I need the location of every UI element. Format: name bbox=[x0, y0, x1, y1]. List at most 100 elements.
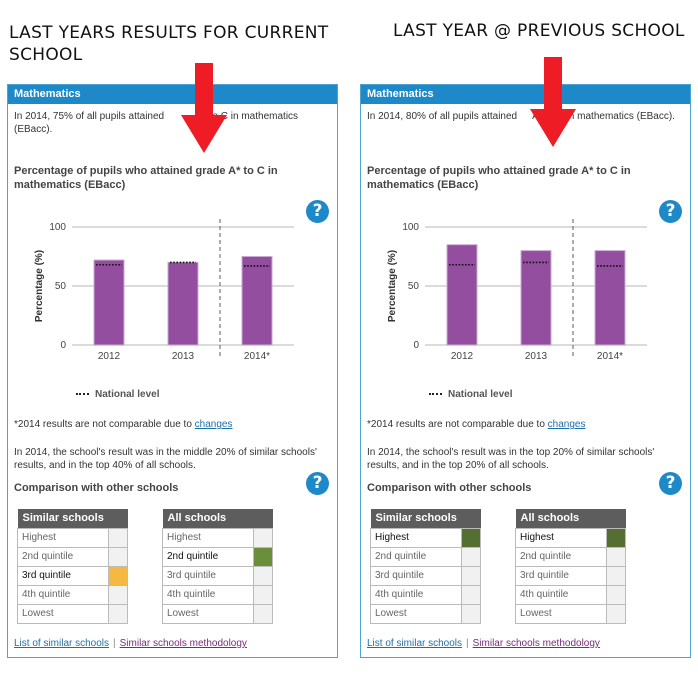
quintile-row: 2nd quintile bbox=[16, 546, 128, 567]
chart-title: Percentage of pupils who attained grade … bbox=[14, 165, 278, 191]
quintile-row: 4th quintile bbox=[161, 584, 273, 605]
footer-separator: | bbox=[466, 638, 469, 649]
quintile-row: 3rd quintile bbox=[161, 565, 273, 586]
help-icon[interactable]: ? bbox=[306, 472, 329, 495]
methodology-link[interactable]: Similar schools methodology bbox=[119, 638, 247, 649]
help-icon[interactable]: ? bbox=[659, 472, 682, 495]
quintile-indicator bbox=[108, 527, 128, 548]
x-tick-label: 2014* bbox=[597, 351, 623, 362]
footer-links: List of similar schools | Similar schools … bbox=[14, 638, 247, 649]
all-schools-header: All schools bbox=[162, 509, 273, 528]
result-summary: In 2014, the school's result was in the … bbox=[367, 447, 655, 471]
similar-schools-header: Similar schools bbox=[17, 509, 128, 528]
footer-separator: | bbox=[113, 638, 116, 649]
quintile-indicator bbox=[461, 603, 481, 624]
quintile-row: Highest bbox=[16, 527, 128, 548]
x-tick-label: 2014* bbox=[244, 351, 270, 362]
quintile-row: 2nd quintile bbox=[369, 546, 481, 567]
similar-schools-table: Similar schools Highest 2nd quintile 3rd q… bbox=[16, 509, 128, 624]
quintile-label: 2nd quintile bbox=[161, 546, 255, 567]
red-arrow-icon bbox=[181, 63, 227, 153]
intro-text: In 2014, 80% of all pupils attained A* t… bbox=[367, 110, 685, 123]
national-level-swatch bbox=[76, 393, 89, 396]
legend: National level bbox=[76, 389, 159, 400]
comparability-note: *2014 results are not comparable due to … bbox=[14, 419, 232, 430]
y-tick-label: 50 bbox=[408, 281, 420, 292]
comparison-title: Comparison with other schools bbox=[14, 482, 179, 494]
bar bbox=[241, 256, 273, 346]
changes-link[interactable]: changes bbox=[194, 419, 233, 430]
changes-link[interactable]: changes bbox=[547, 419, 586, 430]
quintile-row: Lowest bbox=[16, 603, 128, 624]
legend-label: National level bbox=[448, 389, 513, 400]
quintile-row: 2nd quintile bbox=[514, 546, 626, 567]
quintile-label: Highest bbox=[16, 527, 110, 548]
intro-text-b: A* to C in mathematics (EBacc). bbox=[532, 111, 675, 122]
quintile-row: 2nd quintile bbox=[161, 546, 273, 567]
footer-links: List of similar schools | Similar schools … bbox=[367, 638, 600, 649]
quintile-label: 4th quintile bbox=[514, 584, 608, 605]
quintile-indicator bbox=[108, 565, 128, 586]
intro-text-a: In 2014, 75% of all pupils attained bbox=[14, 111, 165, 122]
mathematics-panel-current: Mathematics In 2014, 75% of all pupils a… bbox=[7, 84, 338, 658]
quintile-indicator bbox=[253, 546, 273, 567]
all-schools-table: All schools Highest 2nd quintile 3rd quint… bbox=[514, 509, 626, 624]
note-text: *2014 results are not comparable due to bbox=[367, 419, 548, 430]
quintile-label: 3rd quintile bbox=[161, 565, 255, 586]
x-tick-label: 2012 bbox=[451, 351, 474, 362]
quintile-row: Highest bbox=[161, 527, 273, 548]
quintile-indicator bbox=[606, 527, 626, 548]
mathematics-panel-previous: Mathematics In 2014, 80% of all pupils a… bbox=[360, 84, 691, 658]
quintile-indicator bbox=[606, 603, 626, 624]
x-tick-label: 2013 bbox=[525, 351, 548, 362]
legend-label: National level bbox=[95, 389, 160, 400]
quintile-row: 4th quintile bbox=[369, 584, 481, 605]
quintile-row: 3rd quintile bbox=[369, 565, 481, 586]
quintile-row: 3rd quintile bbox=[16, 565, 128, 586]
heading-previous-school: LAST YEAR @ PREVIOUS SCHOOL bbox=[393, 21, 685, 41]
quintile-label: 2nd quintile bbox=[514, 546, 608, 567]
quintile-label: 4th quintile bbox=[369, 584, 463, 605]
list-similar-schools-link[interactable]: List of similar schools bbox=[367, 638, 463, 649]
quintile-indicator bbox=[108, 584, 128, 605]
bar bbox=[167, 261, 199, 346]
quintile-indicator bbox=[461, 565, 481, 586]
comparison-title: Comparison with other schools bbox=[367, 482, 532, 494]
intro-text-b: to C in mathematics (EBacc). bbox=[14, 111, 299, 135]
quintile-label: Lowest bbox=[369, 603, 463, 624]
y-axis-label: Percentage (%) bbox=[387, 250, 398, 322]
quintile-indicator bbox=[461, 546, 481, 567]
y-axis-label: Percentage (%) bbox=[34, 250, 45, 322]
quintile-indicator bbox=[461, 527, 481, 548]
quintile-indicator bbox=[606, 546, 626, 567]
quintile-label: 2nd quintile bbox=[16, 546, 110, 567]
quintile-indicator bbox=[253, 527, 273, 548]
x-tick-label: 2012 bbox=[98, 351, 121, 362]
quintile-indicator bbox=[108, 546, 128, 567]
bar bbox=[594, 250, 626, 346]
quintile-label: 3rd quintile bbox=[514, 565, 608, 586]
panel-header: Mathematics bbox=[8, 85, 337, 104]
help-icon[interactable]: ? bbox=[306, 200, 329, 223]
similar-schools-header: Similar schools bbox=[370, 509, 481, 528]
quintile-row: 3rd quintile bbox=[514, 565, 626, 586]
national-level-swatch bbox=[429, 393, 442, 396]
quintile-label: Highest bbox=[369, 527, 463, 548]
help-icon[interactable]: ? bbox=[659, 200, 682, 223]
similar-schools-table: Similar schools Highest 2nd quintile 3rd q… bbox=[369, 509, 481, 624]
panel-header: Mathematics bbox=[361, 85, 690, 104]
quintile-row: Highest bbox=[514, 527, 626, 548]
all-schools-header: All schools bbox=[515, 509, 626, 528]
quintile-label: 3rd quintile bbox=[369, 565, 463, 586]
quintile-indicator bbox=[253, 565, 273, 586]
list-similar-schools-link[interactable]: List of similar schools bbox=[14, 638, 110, 649]
heading-current-school: LAST YEARS RESULTS FOR CURRENT SCHOOL bbox=[9, 23, 329, 65]
x-tick-label: 2013 bbox=[172, 351, 195, 362]
y-tick-label: 100 bbox=[49, 222, 66, 233]
quintile-indicator bbox=[253, 584, 273, 605]
quintile-label: 2nd quintile bbox=[369, 546, 463, 567]
methodology-link[interactable]: Similar schools methodology bbox=[472, 638, 600, 649]
chart-title: Percentage of pupils who attained grade … bbox=[367, 165, 631, 191]
all-schools-table: All schools Highest 2nd quintile 3rd quint… bbox=[161, 509, 273, 624]
quintile-indicator bbox=[108, 603, 128, 624]
